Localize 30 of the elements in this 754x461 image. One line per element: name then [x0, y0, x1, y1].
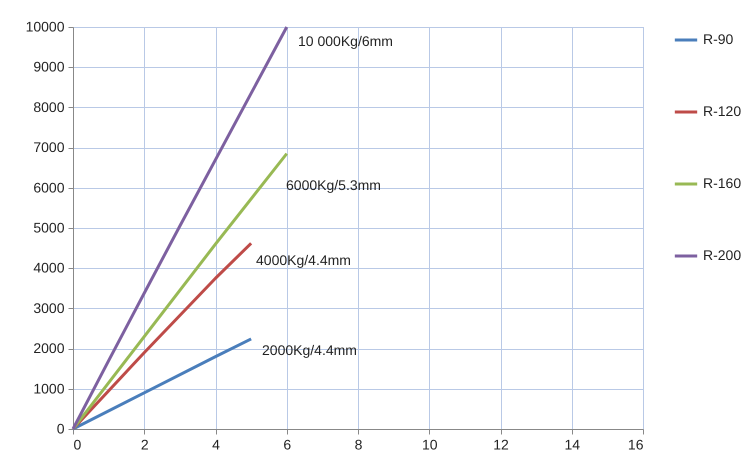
line-series — [72, 242, 253, 430]
legend-label: R-200 — [703, 247, 742, 263]
legend-label: R-90 — [703, 31, 734, 47]
legend-label: R-160 — [703, 175, 742, 191]
annotation: 2000Kg/4.4mm — [262, 342, 357, 358]
x-tick-label: 16 — [628, 436, 644, 452]
annotation: 10 000Kg/6mm — [298, 33, 393, 49]
y-tick-label: 8000 — [33, 98, 65, 115]
line-series — [72, 337, 253, 430]
y-tick-label: 0 — [56, 420, 65, 436]
y-tick-label: 1000 — [33, 380, 65, 396]
y-tick-label: 4000 — [33, 260, 65, 276]
x-tick-label: 6 — [283, 436, 292, 452]
x-tick-label: 12 — [493, 436, 509, 452]
x-tick-label: 2 — [140, 436, 149, 452]
y-tick-label: 6000 — [33, 179, 65, 196]
x-tick-label: 10 — [422, 436, 438, 452]
x-tick-label: 8 — [354, 436, 363, 452]
y-tick-label: 5000 — [33, 220, 65, 236]
x-tick-label: 4 — [212, 436, 220, 452]
y-tick-label: 10000 — [26, 18, 65, 34]
annotation: 4000Kg/4.4mm — [256, 252, 351, 268]
y-tick-label: 9000 — [33, 58, 65, 75]
x-tick-label: 0 — [74, 436, 82, 452]
y-tick-label: 3000 — [33, 300, 65, 316]
y-tick-label: 7000 — [33, 139, 65, 156]
x-tick-label: 14 — [564, 436, 580, 452]
y-tick-label: 2000 — [33, 340, 65, 356]
legend-label: R-120 — [703, 103, 742, 119]
annotation: 6000Kg/5.3mm — [286, 177, 381, 193]
